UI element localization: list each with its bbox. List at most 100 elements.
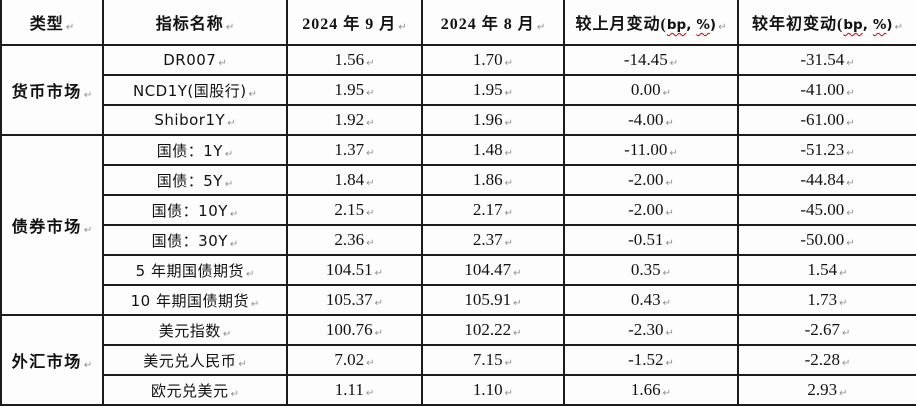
value-mom: -1.52: [628, 350, 664, 369]
paragraph-mark-icon: ↵: [218, 58, 227, 69]
value-aug: 1.86: [472, 170, 503, 189]
paragraph-mark-icon: ↵: [536, 22, 546, 33]
paragraph-mark-icon: ↵: [839, 268, 848, 279]
value-cell: 1.84 ↵: [286, 164, 423, 196]
indicator-name: NCD1Y(国股行): [132, 81, 247, 100]
paragraph-mark-icon: ↵: [846, 148, 855, 159]
value-cell: -2.30 ↵: [563, 314, 739, 346]
indicator-cell: 10 年期国债期货 ↵: [102, 284, 288, 316]
value-cell: 0.00 ↵: [563, 74, 739, 106]
paragraph-mark-icon: ↵: [366, 358, 375, 369]
value-aug: 2.17: [472, 200, 503, 219]
paragraph-mark-icon: ↵: [245, 268, 255, 280]
indicator-name: Shibor1Y: [154, 111, 226, 129]
category-cell-money-market: 货币市场 ↵: [0, 44, 104, 136]
value-sep: 105.37: [325, 290, 373, 309]
value-cell: 2.36 ↵: [286, 224, 423, 256]
value-aug: 1.70: [472, 50, 503, 69]
value-cell: 1.92 ↵: [286, 104, 423, 136]
paragraph-mark-icon: ↵: [839, 298, 848, 309]
value-cell: -11.00 ↵: [563, 134, 739, 166]
value-mom: 1.66: [630, 380, 661, 399]
value-sep: 104.51: [325, 260, 373, 279]
value-ytd: -45.00: [800, 200, 845, 219]
value-mom: -4.00: [628, 110, 664, 129]
bp-unit-misspell-underline: bp: [666, 17, 687, 33]
value-cell: -2.00 ↵: [563, 194, 739, 226]
value-aug: 1.10: [472, 380, 503, 399]
indicator-cell: NCD1Y(国股行) ↵: [102, 74, 288, 106]
value-ytd: -2.28: [804, 350, 841, 369]
value-cell: -45.00 ↵: [737, 194, 916, 226]
indicator-cell: Shibor1Y ↵: [102, 104, 288, 136]
paragraph-mark-icon: ↵: [366, 88, 375, 99]
paragraph-mark-icon: ↵: [662, 298, 672, 309]
value-mom: 0.00: [630, 80, 661, 99]
paragraph-mark-icon: ↵: [230, 388, 239, 400]
paragraph-mark-icon: ↵: [250, 298, 260, 310]
comma-separator: ,: [862, 17, 868, 33]
value-cell: 1.96 ↵: [421, 104, 565, 136]
paragraph-mark-icon: ↵: [504, 88, 514, 99]
indicator-name: 国债：10Y: [151, 201, 228, 220]
value-cell: -4.00 ↵: [563, 104, 739, 136]
indicator-name: 5 年期国债期货: [135, 261, 244, 280]
paren-close: ): [709, 17, 717, 33]
value-cell: 1.48 ↵: [421, 134, 565, 166]
value-cell: 1.73 ↵: [737, 284, 916, 316]
table-row: 债券市场 ↵ 国债：1Y ↵ 1.37 ↵ 1.48 ↵ -11.00 ↵ -51.23 ↵: [0, 134, 916, 316]
value-cell: -51.23 ↵: [737, 134, 916, 166]
header-month-previous: 2024 年 8 月 ↵: [421, 0, 565, 46]
table-row: 10 年期国债期货 ↵ 105.37 ↵ 105.91 ↵ 0.43 ↵ 1.73 ↵: [1, 284, 916, 316]
paragraph-mark-icon: ↵: [669, 58, 679, 69]
value-ytd: -50.00: [800, 230, 845, 249]
paragraph-mark-icon: ↵: [669, 148, 678, 159]
paragraph-mark-icon: ↵: [374, 268, 384, 279]
value-cell: 102.22 ↵: [421, 314, 565, 346]
paragraph-mark-icon: ↵: [366, 148, 375, 159]
paragraph-mark-icon: ↵: [665, 208, 674, 219]
paragraph-mark-icon: ↵: [504, 358, 514, 369]
paragraph-mark-icon: ↵: [504, 118, 514, 129]
paragraph-mark-icon: ↵: [227, 118, 236, 129]
table-row: 货币市场 ↵ DR007 ↵ 1.56 ↵ 1.70 ↵ -14.45 ↵ -31.54 ↵: [0, 44, 916, 136]
paragraph-mark-icon: ↵: [224, 178, 234, 190]
indicator-name: 国债：30Y: [151, 231, 228, 250]
category-label: 债券市场: [11, 219, 82, 236]
indicator-name: DR007: [163, 51, 217, 69]
header-month-current-label: 2024 年 9 月: [302, 16, 397, 33]
value-sep: 1.11: [334, 380, 364, 399]
value-sep: 2.15: [334, 200, 365, 219]
value-aug: 105.91: [464, 290, 512, 309]
indicator-cell: 美元指数 ↵: [102, 314, 288, 346]
indicator-cell: 国债：5Y ↵: [102, 164, 288, 196]
value-cell: 2.15 ↵: [286, 194, 423, 226]
value-cell: 0.35 ↵: [563, 254, 739, 286]
paragraph-mark-icon: ↵: [229, 208, 239, 220]
value-cell: 1.11 ↵: [286, 374, 423, 406]
value-mom: -2.00: [628, 200, 664, 219]
value-mom: -11.00: [624, 140, 668, 159]
value-cell: -2.00 ↵: [563, 164, 739, 196]
value-mom: 0.35: [630, 260, 661, 279]
paragraph-mark-icon: ↵: [665, 358, 674, 369]
value-ytd: 1.54: [807, 260, 838, 279]
indicator-cell: 美元兑人民币 ↵: [102, 344, 288, 376]
paragraph-mark-icon: ↵: [662, 268, 672, 279]
value-cell: -0.51 ↵: [563, 224, 739, 256]
value-aug: 2.37: [472, 230, 503, 249]
table-row: 欧元兑美元 ↵ 1.11 ↵ 1.10 ↵ 1.66 ↵ 2.93 ↵: [1, 374, 916, 406]
value-cell: -41.00 ↵: [737, 74, 916, 106]
paragraph-mark-icon: ↵: [366, 238, 375, 249]
value-cell: -31.54 ↵: [737, 44, 916, 76]
paragraph-mark-icon: ↵: [846, 178, 855, 189]
value-ytd: 1.73: [807, 290, 838, 309]
category-label: 货币市场: [11, 84, 82, 101]
value-sep: 2.36: [334, 230, 365, 249]
paragraph-mark-icon: ↵: [224, 148, 234, 160]
paragraph-mark-icon: ↵: [665, 328, 674, 339]
header-change-ytd-label: 较年初变动(: [752, 16, 844, 33]
indicator-cell: 国债：30Y ↵: [102, 224, 288, 256]
percent-unit-misspell-underline: %: [872, 17, 887, 33]
